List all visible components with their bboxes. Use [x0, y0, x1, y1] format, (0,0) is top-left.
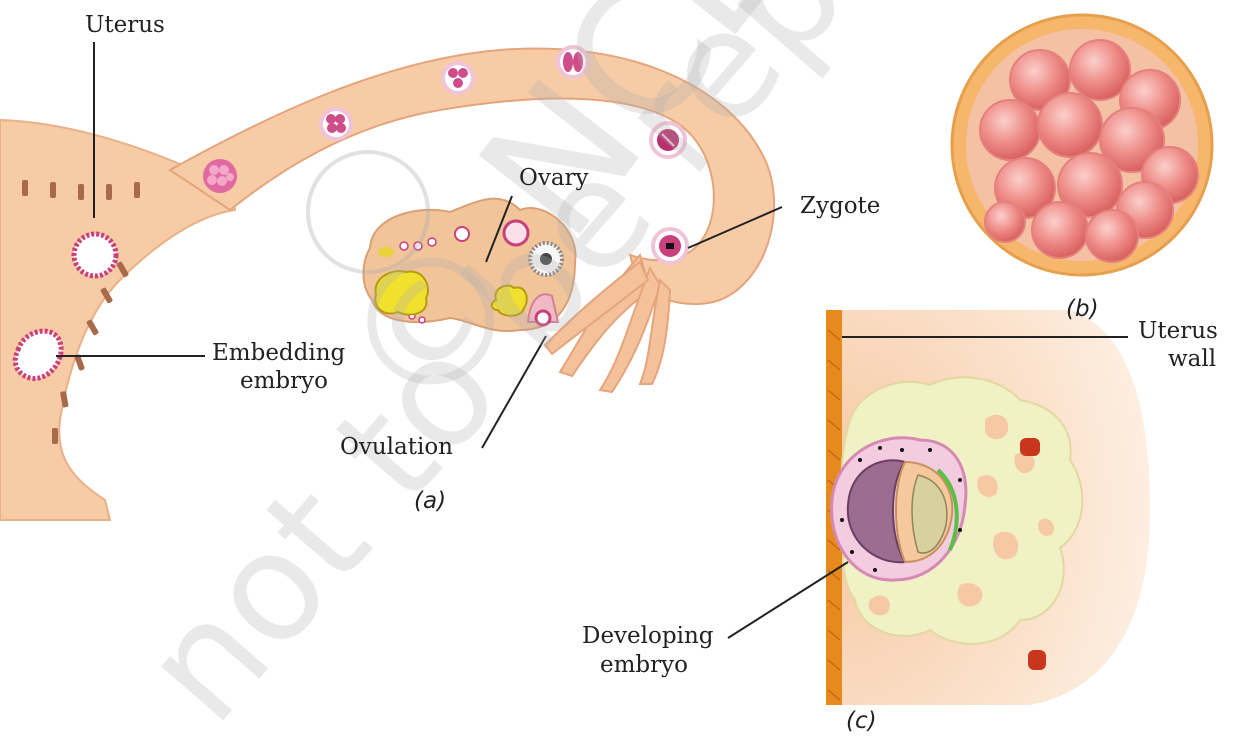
leader-lines [56, 42, 1128, 639]
label-zygote: Zygote [800, 193, 881, 219]
leader-zygote [687, 206, 783, 249]
fimbriae [543, 252, 672, 394]
watermark [306, 150, 430, 274]
label-uterus: Uterus [85, 12, 165, 38]
caption-b: (b) [1066, 296, 1099, 322]
label-uterus-wall-line1: Uterus [1138, 318, 1218, 344]
corpus-luteum-1 [374, 270, 429, 316]
leader-developing-embryo [727, 561, 849, 639]
label-uterus-wall-line2: wall [1168, 346, 1217, 372]
panel-a-reproductive-tract [0, 45, 775, 521]
leader-ovulation [481, 335, 547, 449]
endometrium-glands [22, 180, 140, 444]
eight-cell-stage [319, 107, 353, 141]
uterus-body [0, 118, 237, 521]
lacunae [868, 414, 1055, 616]
label-ovulation: Ovulation [340, 434, 453, 460]
morula-stage [203, 159, 237, 193]
embedding-embryo [12, 328, 64, 381]
label-developing-embryo-line1: Developing [582, 623, 714, 649]
blastomeres [979, 39, 1199, 263]
four-cell-stage [441, 61, 475, 95]
leader-ovary [485, 195, 513, 263]
caption-a: (a) [414, 488, 447, 514]
blastocyst-uterus [71, 231, 119, 279]
ovary [362, 197, 577, 332]
panel-b-morula [950, 13, 1214, 277]
developing-embryo-mass [830, 436, 968, 582]
corpus-luteum-2 [490, 284, 528, 317]
zygote-cell [651, 227, 689, 265]
panel-c-implantation [826, 310, 1150, 705]
label-ovary: Ovary [519, 165, 589, 191]
label-developing-embryo-line2: embryo [600, 652, 688, 678]
label-embedding-embryo-line1: Embedding [212, 340, 346, 366]
label-embedding-embryo-line2: embryo [240, 368, 328, 394]
caption-c: (c) [846, 708, 877, 734]
two-cell-stage [556, 45, 590, 79]
dividing-zygote [649, 121, 687, 159]
blood-cells [1020, 438, 1046, 670]
